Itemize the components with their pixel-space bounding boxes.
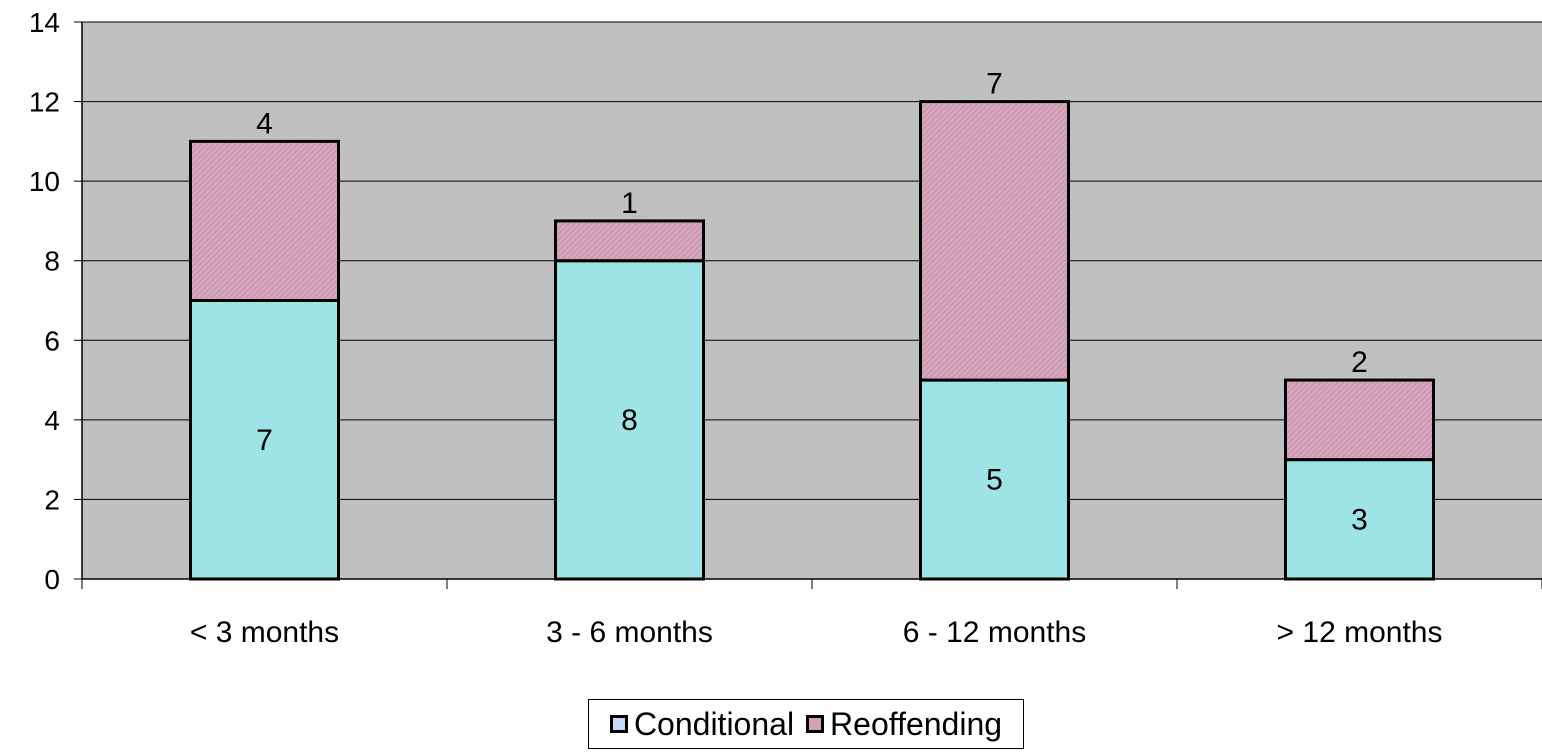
legend: Conditional Reoffending <box>588 699 1024 749</box>
legend-swatch-conditional <box>609 715 628 733</box>
data-label-reoffending: 4 <box>256 107 273 140</box>
x-category-label: 6 - 12 months <box>903 616 1086 649</box>
legend-item-reoffending: Reoffending <box>806 706 1002 743</box>
data-label-reoffending: 2 <box>1351 346 1368 379</box>
data-label-reoffending: 1 <box>621 187 638 220</box>
bar-reoffending-1 <box>554 219 705 263</box>
y-tick-label: 12 <box>29 87 60 118</box>
y-tick-label: 6 <box>44 325 60 356</box>
x-category-label: < 3 months <box>190 616 339 649</box>
bar-reoffending-3 <box>1284 378 1435 462</box>
data-label-conditional: 8 <box>621 404 638 437</box>
labels: 0 2 4 6 8 10 12 14 7 4 < 3 months 8 1 3 - 6 months 5 7 6… <box>29 7 1443 649</box>
x-category-label: > 12 months <box>1277 616 1443 649</box>
x-category-label: 3 - 6 months <box>546 616 713 649</box>
data-label-reoffending: 7 <box>986 68 1003 101</box>
data-label-conditional: 3 <box>1351 503 1368 536</box>
data-label-conditional: 7 <box>256 424 273 457</box>
y-tick-label: 4 <box>44 405 60 436</box>
y-tick-label: 2 <box>44 484 60 515</box>
legend-item-conditional: Conditional <box>609 705 795 743</box>
bars <box>189 100 1435 581</box>
y-tick-label: 0 <box>44 564 60 595</box>
bar-conditional-3 <box>1284 458 1435 581</box>
data-label-conditional: 5 <box>986 464 1003 497</box>
legend-label-reoffending: Reoffending <box>830 705 1003 742</box>
bar-conditional-0 <box>189 299 340 581</box>
y-tick-label: 8 <box>44 246 60 277</box>
y-tick-label: 10 <box>29 166 60 197</box>
bar-reoffending-2 <box>919 100 1070 382</box>
legend-label-conditional: Conditional <box>633 705 795 742</box>
y-tick-label: 14 <box>29 7 60 38</box>
bar-reoffending-0 <box>189 139 340 302</box>
legend-swatch-reoffending <box>806 715 825 733</box>
